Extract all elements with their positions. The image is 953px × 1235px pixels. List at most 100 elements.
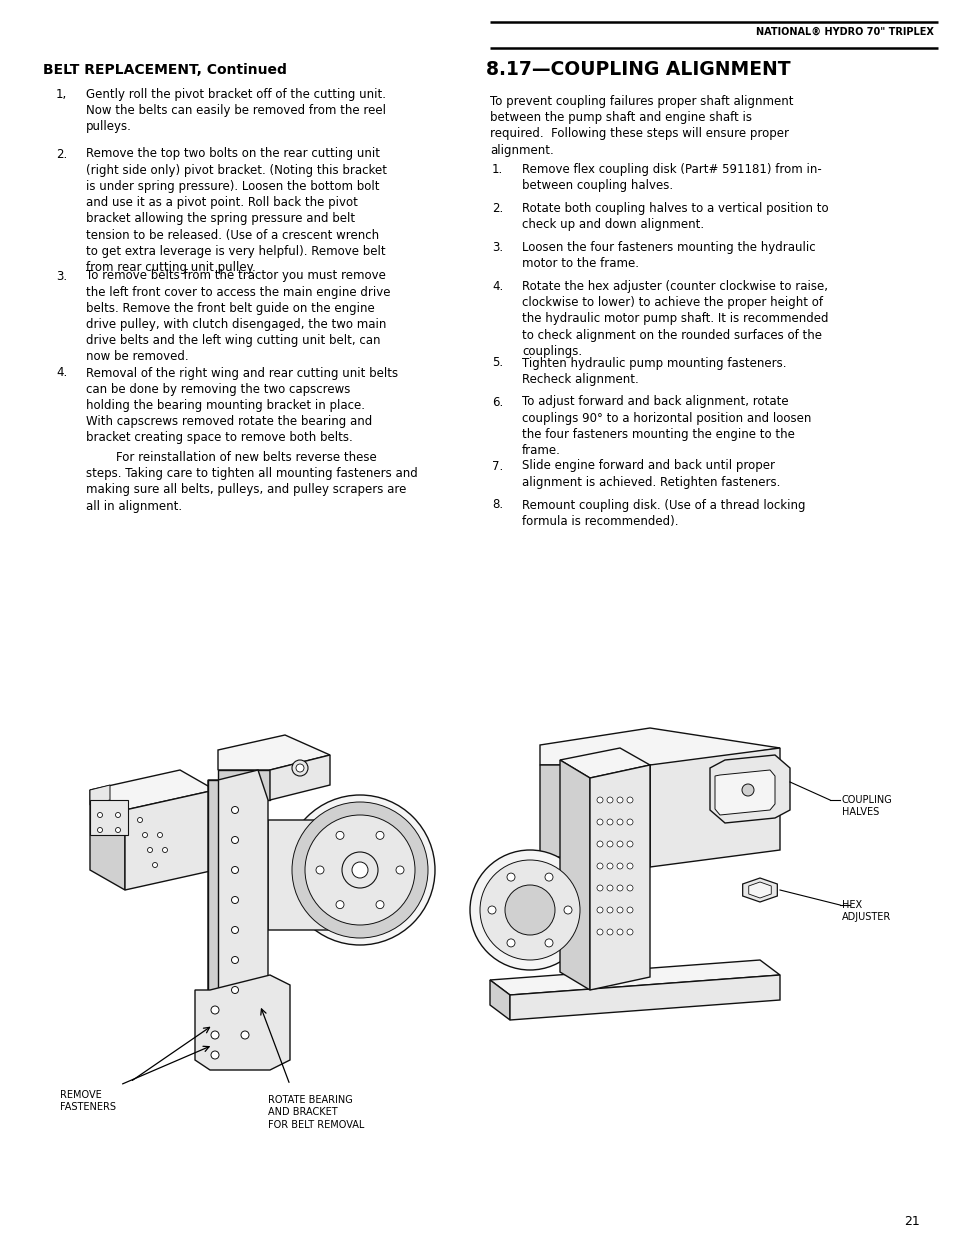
Circle shape	[305, 815, 415, 925]
Polygon shape	[218, 769, 270, 800]
Circle shape	[295, 764, 304, 772]
Polygon shape	[90, 785, 110, 805]
Circle shape	[597, 863, 602, 869]
Circle shape	[597, 885, 602, 890]
Polygon shape	[90, 790, 125, 890]
Circle shape	[315, 866, 324, 874]
Circle shape	[617, 863, 622, 869]
Circle shape	[741, 784, 753, 797]
Circle shape	[626, 841, 633, 847]
Circle shape	[292, 760, 308, 776]
Circle shape	[479, 860, 579, 960]
Text: REMOVE
FASTENERS: REMOVE FASTENERS	[60, 1091, 116, 1113]
Polygon shape	[218, 735, 330, 769]
Text: HEX
ADJUSTER: HEX ADJUSTER	[841, 900, 890, 923]
Polygon shape	[194, 974, 290, 1070]
Text: 5.: 5.	[492, 357, 502, 369]
Text: 7.: 7.	[492, 459, 503, 473]
Circle shape	[232, 836, 238, 844]
Polygon shape	[490, 960, 780, 995]
Text: Remove flex coupling disk (Part# 591181) from in-
between coupling halves.: Remove flex coupling disk (Part# 591181)…	[521, 163, 821, 193]
Text: Gently roll the pivot bracket off of the cutting unit.
Now the belts can easily : Gently roll the pivot bracket off of the…	[86, 88, 386, 133]
Circle shape	[232, 806, 238, 814]
Circle shape	[626, 863, 633, 869]
Circle shape	[606, 841, 613, 847]
Circle shape	[232, 926, 238, 934]
Text: Rotate the hex adjuster (counter clockwise to raise,
clockwise to lower) to achi: Rotate the hex adjuster (counter clockwi…	[521, 280, 827, 358]
Polygon shape	[714, 769, 774, 815]
Circle shape	[97, 813, 102, 818]
Circle shape	[335, 900, 344, 909]
Polygon shape	[510, 974, 780, 1020]
Text: COUPLING
HALVES: COUPLING HALVES	[841, 795, 892, 818]
Text: 3.: 3.	[492, 241, 502, 254]
Circle shape	[544, 873, 553, 881]
Circle shape	[157, 832, 162, 837]
Text: Remount coupling disk. (Use of a thread locking
formula is recommended).: Remount coupling disk. (Use of a thread …	[521, 499, 804, 527]
Text: For reinstallation of new belts reverse these
steps. Taking care to tighten all : For reinstallation of new belts reverse …	[86, 451, 417, 513]
Polygon shape	[208, 769, 268, 1010]
Circle shape	[626, 885, 633, 890]
Circle shape	[563, 906, 572, 914]
Circle shape	[506, 873, 515, 881]
Circle shape	[597, 819, 602, 825]
Polygon shape	[90, 769, 214, 810]
Circle shape	[606, 819, 613, 825]
Circle shape	[241, 1031, 249, 1039]
Circle shape	[606, 885, 613, 890]
Polygon shape	[709, 755, 789, 823]
Polygon shape	[490, 981, 510, 1020]
Text: Removal of the right wing and rear cutting unit belts
can be done by removing th: Removal of the right wing and rear cutti…	[86, 367, 397, 445]
Text: Loosen the four fasteners mounting the hydraulic
motor to the frame.: Loosen the four fasteners mounting the h…	[521, 241, 815, 270]
Text: To prevent coupling failures proper shaft alignment
between the pump shaft and e: To prevent coupling failures proper shaf…	[490, 95, 793, 157]
Circle shape	[232, 867, 238, 873]
Text: Remove the top two bolts on the rear cutting unit
(right side only) pivot bracke: Remove the top two bolts on the rear cut…	[86, 147, 387, 274]
Circle shape	[617, 929, 622, 935]
Polygon shape	[589, 764, 649, 990]
Circle shape	[232, 956, 238, 963]
Circle shape	[626, 819, 633, 825]
Text: 8.17—COUPLING ALIGNMENT: 8.17—COUPLING ALIGNMENT	[485, 61, 790, 79]
Polygon shape	[559, 748, 649, 778]
Circle shape	[232, 987, 238, 993]
Text: To adjust forward and back alignment, rotate
couplings 90° to a horizontal posit: To adjust forward and back alignment, ro…	[521, 395, 810, 457]
Circle shape	[211, 1007, 219, 1014]
Circle shape	[115, 813, 120, 818]
Circle shape	[617, 906, 622, 913]
Circle shape	[232, 897, 238, 904]
Circle shape	[617, 885, 622, 890]
Polygon shape	[270, 755, 330, 800]
Text: 4.: 4.	[56, 367, 67, 379]
Circle shape	[137, 818, 142, 823]
Circle shape	[626, 929, 633, 935]
Polygon shape	[748, 882, 770, 898]
Text: 1,: 1,	[56, 88, 67, 101]
Polygon shape	[649, 748, 780, 867]
Text: 2.: 2.	[56, 147, 67, 161]
Polygon shape	[125, 790, 214, 890]
Text: NATIONAL® HYDRO 70" TRIPLEX: NATIONAL® HYDRO 70" TRIPLEX	[756, 27, 933, 37]
Circle shape	[211, 1031, 219, 1039]
Circle shape	[292, 802, 428, 939]
Circle shape	[335, 831, 344, 840]
Circle shape	[506, 939, 515, 947]
Polygon shape	[539, 727, 780, 764]
Circle shape	[597, 797, 602, 803]
Circle shape	[606, 929, 613, 935]
Circle shape	[488, 906, 496, 914]
Circle shape	[152, 862, 157, 867]
Circle shape	[162, 847, 168, 852]
Text: Slide engine forward and back until proper
alignment is achieved. Retighten fast: Slide engine forward and back until prop…	[521, 459, 780, 489]
Circle shape	[395, 866, 403, 874]
Circle shape	[606, 906, 613, 913]
Circle shape	[626, 906, 633, 913]
Circle shape	[597, 906, 602, 913]
Circle shape	[97, 827, 102, 832]
Circle shape	[617, 819, 622, 825]
Circle shape	[285, 795, 435, 945]
Text: 1.: 1.	[492, 163, 503, 177]
Circle shape	[617, 797, 622, 803]
Circle shape	[352, 862, 368, 878]
Circle shape	[597, 929, 602, 935]
Text: 4.: 4.	[492, 280, 503, 293]
